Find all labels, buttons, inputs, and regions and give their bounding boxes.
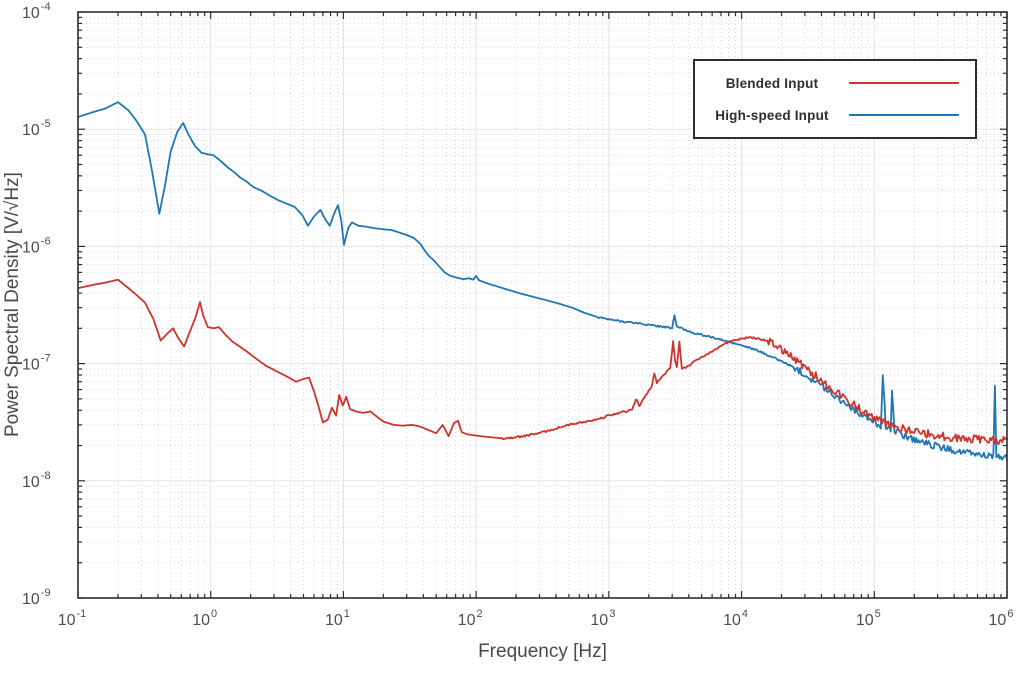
legend-line-high-speed-input bbox=[849, 114, 959, 116]
y-tick-label: 10-6 bbox=[22, 235, 51, 256]
series-blended-input bbox=[77, 278, 1008, 445]
x-tick-label: 100 bbox=[192, 608, 217, 629]
legend-label-blended-input: Blended Input bbox=[725, 75, 819, 91]
x-tick-label: 101 bbox=[325, 608, 350, 629]
x-tick-label: 105 bbox=[856, 608, 881, 629]
y-tick-label: 10-8 bbox=[22, 470, 51, 491]
legend-item-blended-input: Blended Input bbox=[695, 76, 975, 91]
axes-box bbox=[77, 11, 1008, 599]
x-axis-label: Frequency [Hz] bbox=[478, 641, 607, 662]
x-tick-label: 106 bbox=[989, 608, 1014, 629]
y-tick-label: 10-4 bbox=[22, 1, 51, 22]
legend-line-blended-input bbox=[849, 82, 959, 84]
legend-label-high-speed-input: High-speed Input bbox=[715, 107, 829, 123]
x-tick-label: 102 bbox=[458, 608, 483, 629]
y-tick-label: 10-7 bbox=[22, 353, 51, 374]
x-tick-label: 10-1 bbox=[58, 608, 87, 629]
legend: Blended Input High-speed Input bbox=[693, 59, 977, 139]
y-tick-label: 10-9 bbox=[22, 587, 51, 608]
x-tick-label: 104 bbox=[723, 608, 748, 629]
y-tick-label: 10-5 bbox=[22, 118, 51, 139]
x-tick-label: 103 bbox=[590, 608, 615, 629]
legend-item-high-speed-input: High-speed Input bbox=[695, 108, 975, 123]
y-axis-label: Power Spectral Density [V/√Hz] bbox=[2, 172, 23, 438]
series-high-speed-input bbox=[77, 101, 1008, 461]
